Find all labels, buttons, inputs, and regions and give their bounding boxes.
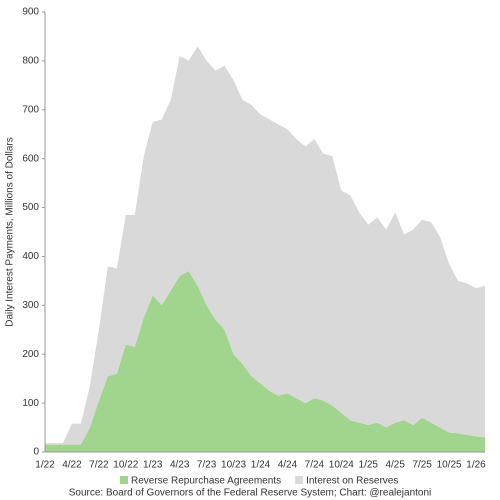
x-tick-label: 4/22 xyxy=(62,460,82,471)
x-tick-label: 1/23 xyxy=(143,460,163,471)
x-tick-label: 10/23 xyxy=(221,460,246,471)
y-tick-label: 200 xyxy=(22,349,39,360)
area xyxy=(45,271,485,452)
y-axis-label: Daily Interest Payments, Millions of Dol… xyxy=(5,137,16,327)
y-tick-label: 0 xyxy=(33,447,39,458)
x-tick-label: 1/26 xyxy=(466,460,486,471)
y-tick-label: 500 xyxy=(22,202,39,213)
x-tick-label: 1/22 xyxy=(35,460,55,471)
legend-swatch xyxy=(120,476,128,484)
x-tick-label: 10/24 xyxy=(329,460,354,471)
y-tick-label: 800 xyxy=(22,56,39,67)
x-tick-label: 7/25 xyxy=(412,460,432,471)
y-tick-label: 300 xyxy=(22,300,39,311)
legend-label: Reverse Repurchase Agreements xyxy=(131,476,281,487)
x-tick-label: 10/25 xyxy=(437,460,462,471)
x-tick-label: 7/24 xyxy=(305,460,325,471)
x-tick-label: 4/25 xyxy=(385,460,405,471)
x-tick-label: 7/22 xyxy=(89,460,109,471)
y-tick-label: 400 xyxy=(22,251,39,262)
y-tick-label: 100 xyxy=(22,398,39,409)
source-note: Source: Board of Governors of the Federa… xyxy=(69,488,432,499)
y-tick-label: 600 xyxy=(22,153,39,164)
legend-swatch xyxy=(295,476,304,484)
x-tick-label: 10/22 xyxy=(113,460,138,471)
y-tick-label: 900 xyxy=(22,7,39,18)
x-tick-label: 4/24 xyxy=(278,460,298,471)
area xyxy=(45,46,485,445)
x-tick-label: 1/25 xyxy=(359,460,379,471)
y-tick-label: 700 xyxy=(22,104,39,115)
x-tick-label: 4/23 xyxy=(170,460,190,471)
x-tick-label: 7/23 xyxy=(197,460,217,471)
x-tick-label: 1/24 xyxy=(251,460,271,471)
legend-label: Interest on Reserves xyxy=(306,476,398,487)
